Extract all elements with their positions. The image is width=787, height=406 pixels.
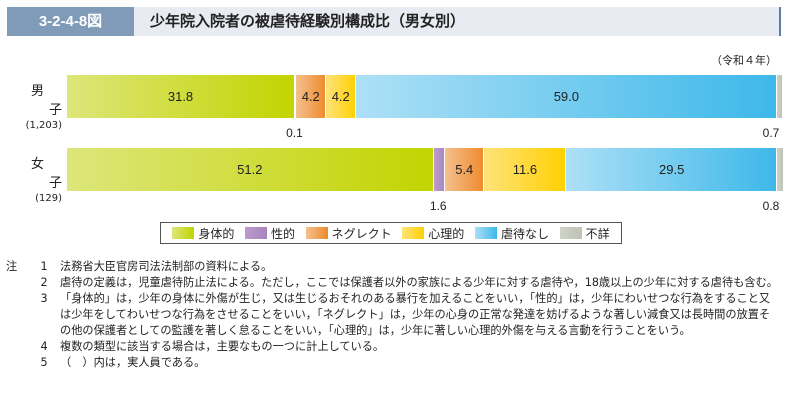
chart-title: 少年院入院者の被虐待経験別構成比（男女別） [150, 12, 466, 30]
note-text: 複数の類型に該当する場合は，主要なもの一つに計上している。 [60, 340, 385, 353]
data-label: 31.8 [167, 89, 194, 104]
note-item: 4 複数の類型に該当する場合は，主要なもの一つに計上している。 [6, 339, 781, 355]
legend-label: 心理的 [428, 226, 465, 241]
legend-swatch [244, 227, 267, 239]
legend-swatch [559, 227, 582, 239]
data-label: 11.6 [512, 162, 538, 177]
legend-swatch [402, 227, 425, 239]
note-number: 2 [40, 276, 48, 289]
bar-segment-心理的: 11.6 [482, 148, 567, 191]
legend-label: 身体的 [198, 226, 235, 241]
note-text: 法務省大臣官房司法法制部の資料による。 [60, 260, 273, 273]
bar-segment-虐待なし: 29.5 [565, 148, 777, 191]
bar-segment-身体的: 31.8 [67, 75, 295, 118]
legend-label: 虐待なし [500, 226, 549, 241]
data-label: 5.4 [455, 162, 474, 177]
note-prefix [6, 355, 28, 371]
category-count: (129) [35, 193, 62, 204]
note-number: 3 [40, 292, 48, 305]
data-label-below: 0.8 [762, 199, 780, 213]
note-item: 注 1 法務省大臣官房司法法制部の資料による。 [6, 259, 781, 275]
data-label: 4.2 [331, 89, 350, 104]
note-text: 虐待の定義は，児童虐待防止法による。ただし，ここでは保護者以外の家族による少年に… [60, 276, 778, 289]
bar-segment-性的 [432, 148, 445, 191]
legend-item: 心理的 [402, 225, 464, 242]
bar-segment-虐待なし: 59.0 [354, 75, 777, 118]
legend-label: 性的 [270, 226, 295, 241]
data-label: 29.5 [659, 162, 685, 177]
legend-label: 不詳 [585, 226, 610, 241]
note-text: （ ）内は，実人員である。 [60, 356, 206, 369]
row-label-female: 女子 (129) [6, 153, 62, 204]
note-item: 5 （ ）内は，実人員である。 [6, 355, 781, 371]
note-prefix [6, 339, 28, 355]
bar-segment-身体的: 51.2 [67, 148, 433, 191]
note-prefix: 注 [6, 260, 18, 273]
data-label: 4.2 [301, 89, 320, 104]
legend-label: ネグレクト [331, 226, 392, 241]
bar-segment-不詳 [776, 75, 782, 118]
year-note: （令和４年） [711, 54, 777, 67]
legend-item: 不詳 [559, 225, 610, 242]
data-label-below: 0.7 [762, 126, 780, 140]
bar-segment-ネグレクト: 4.2 [294, 75, 326, 118]
legend: 身体的 性的 ネグレクト 心理的 虐待なし 不詳 [160, 222, 622, 244]
figure-number: 3-2-4-8図 [7, 7, 134, 36]
note-number: 5 [40, 356, 48, 369]
header: 3-2-4-8図 少年院入院者の被虐待経験別構成比（男女別） [7, 7, 781, 36]
note-item: 3 「身体的」は，少年の身体に外傷が生じ，又は生じるおそれのある暴行を加えることを… [6, 291, 781, 339]
bar-female: 51.2 5.4 11.6 29.5 [67, 148, 783, 191]
note-item: 2 虐待の定義は，児童虐待防止法による。ただし，ここでは保護者以外の家族による少年… [6, 275, 781, 291]
note-prefix [6, 291, 28, 339]
legend-swatch [172, 227, 195, 239]
legend-item: 性的 [244, 225, 295, 242]
data-label-below: 0.1 [286, 126, 303, 140]
category-name: 男子 [30, 84, 80, 118]
bar-segment-不詳 [776, 148, 783, 191]
data-label: 59.0 [553, 89, 580, 104]
category-count: (1,203) [25, 120, 62, 131]
note-number: 1 [40, 260, 48, 273]
bar-male: 31.8 4.2 4.2 59.0 [67, 75, 782, 118]
bar-segment-ネグレクト: 5.4 [443, 148, 484, 191]
bar-segment-心理的: 4.2 [324, 75, 356, 118]
legend-item: ネグレクト [305, 225, 392, 242]
data-label-below: 1.6 [429, 199, 447, 213]
legend-swatch [305, 227, 328, 239]
note-prefix [6, 275, 28, 291]
row-label-male: 男子 (1,203) [6, 80, 62, 131]
note-number: 4 [40, 340, 48, 353]
legend-swatch [474, 227, 497, 239]
category-name: 女子 [30, 157, 80, 191]
note-text: 「身体的」は，少年の身体に外傷が生じ，又は生じるおそれのある暴行を加えることをい… [60, 292, 771, 337]
legend-item: 身体的 [172, 225, 234, 242]
data-label: 51.2 [237, 162, 263, 177]
legend-item: 虐待なし [474, 225, 549, 242]
notes: 注 1 法務省大臣官房司法法制部の資料による。 2 虐待の定義は，児童虐待防止法による。… [6, 259, 781, 371]
